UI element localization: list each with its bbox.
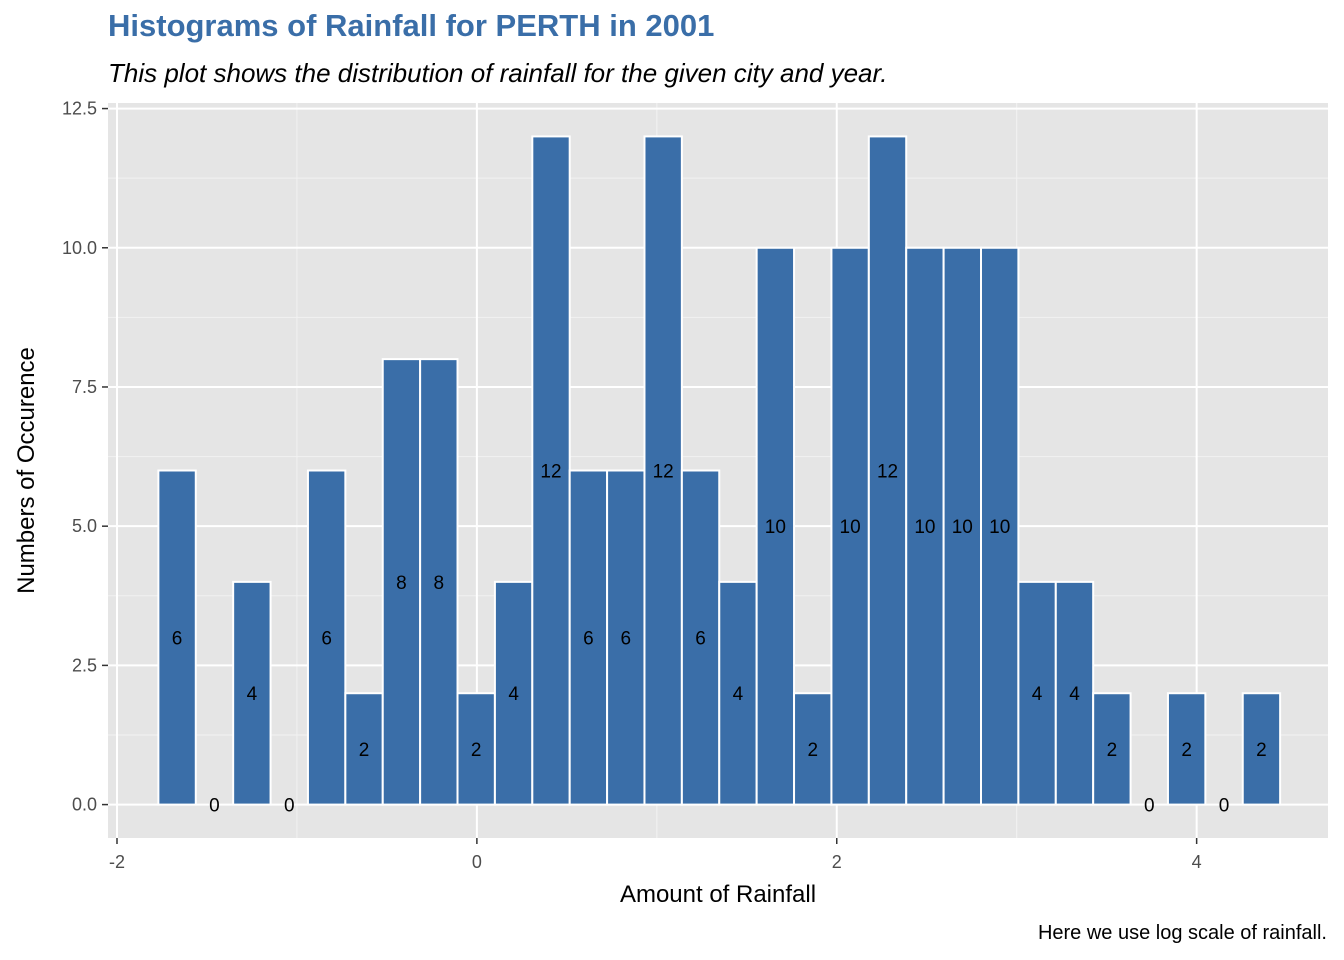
x-axis-tick-label: 0 [472,852,482,872]
bar-count-label: 2 [1181,740,1192,761]
histogram-bar [793,692,833,806]
bar-count-label: 6 [321,629,332,650]
histogram-bar [232,580,272,806]
bar-count-label: 2 [1256,740,1267,761]
histogram-bar [1092,692,1132,806]
bar-count-label: 10 [989,517,1010,538]
bar-count-label: 10 [765,517,786,538]
histogram-bar [344,692,384,806]
y-axis-title: Numbers of Occurence [13,347,40,594]
bar-count-label: 4 [733,684,744,705]
histogram-bar [905,246,945,806]
histogram-bar [606,469,646,806]
bar-count-label: 6 [172,629,183,650]
bar-count-label: 8 [434,573,445,594]
bar-count-label: 0 [1144,796,1155,817]
x-axis-title: Amount of Rainfall [620,881,816,908]
chart-caption: Here we use log scale of rainfall. [1037,922,1327,944]
histogram-bar [643,135,683,806]
bar-count-label: 6 [695,629,706,650]
bar-count-label: 4 [247,684,258,705]
bar-count-label: 2 [471,740,482,761]
bar-count-label: 2 [807,740,818,761]
histogram-bar [942,246,983,806]
y-axis-tick-label: 7.5 [72,377,97,397]
histogram-bar [493,580,534,806]
histogram-bar [1241,692,1282,806]
bar-count-label: 10 [952,517,973,538]
histogram-bar [867,135,908,806]
bar-count-label: 4 [1069,684,1080,705]
histogram-bar [306,469,347,806]
bar-count-label: 0 [1219,796,1230,817]
y-axis-tick-label: 5.0 [72,516,97,536]
y-axis-tick-label: 2.5 [72,655,97,675]
chart-subtitle: This plot shows the distribution of rain… [108,58,888,88]
histogram-bar [1166,692,1207,806]
bar-count-label: 4 [1032,684,1043,705]
histogram-bar [830,246,870,806]
bar-count-label: 6 [583,629,594,650]
bar-count-label: 0 [209,796,220,817]
histogram-bar [531,135,571,806]
x-axis-tick-label: -2 [109,852,125,872]
x-axis-tick-label: 2 [832,852,842,872]
bar-count-label: 4 [508,684,519,705]
histogram-bar [419,358,459,806]
chart-title: Histograms of Rainfall for PERTH in 2001 [108,8,715,43]
histogram-bar [157,469,197,806]
bar-count-label: 2 [1107,740,1118,761]
bar-count-label: 0 [284,796,295,817]
histogram-bar [1054,580,1095,806]
bar-count-label: 2 [359,740,370,761]
histogram-bar [755,246,796,806]
bar-count-label: 10 [840,517,861,538]
bar-count-label: 12 [877,462,898,483]
bar-count-label: 10 [914,517,935,538]
y-axis-tick-label: 10.0 [62,238,97,258]
histogram-bar [718,580,758,806]
histogram-bar [980,246,1020,806]
bar-count-label: 6 [620,629,631,650]
bar-count-label: 8 [396,573,407,594]
bar-count-label: 12 [540,462,561,483]
y-axis-tick-label: 12.5 [62,99,97,119]
bar-count-label: 12 [653,462,674,483]
x-axis-tick-label: 4 [1192,852,1202,872]
y-axis-tick-label: 0.0 [72,795,97,815]
